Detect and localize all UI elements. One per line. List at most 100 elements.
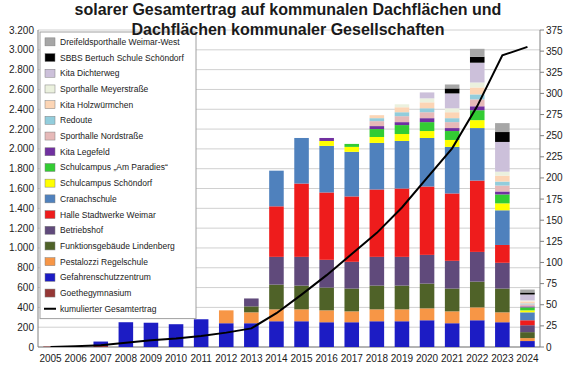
bar-segment	[445, 118, 460, 122]
legend-label: Cranachschule	[60, 194, 117, 204]
y-tick-label: 1.400	[9, 203, 34, 214]
legend: Dreifeldsporthalle Weimar-WestSBBS Bertu…	[40, 32, 196, 319]
bar-segment	[470, 87, 485, 94]
bar-segment	[395, 116, 410, 122]
bar-segment	[344, 143, 359, 144]
bar-segment	[244, 298, 259, 299]
bar-segment	[370, 321, 385, 347]
bar-segment	[119, 322, 134, 323]
legend-swatch	[45, 116, 55, 124]
bar-segment	[244, 298, 259, 299]
bar-segment	[294, 137, 309, 138]
bar-segment	[520, 332, 535, 338]
bar-segment	[144, 322, 159, 323]
x-tick-label: 2010	[165, 353, 188, 364]
bar-segment	[344, 322, 359, 347]
bar-segment	[395, 112, 410, 116]
y-tick-label: 1.800	[9, 163, 34, 174]
bar-segment	[219, 310, 234, 311]
legend-label: Schulcampus Schöndorf	[60, 178, 153, 188]
bar-segment	[219, 310, 234, 311]
bar-segment	[93, 341, 108, 342]
y-tick-label: 400	[17, 302, 34, 313]
bar-segment	[144, 322, 159, 323]
bar-segment	[244, 298, 259, 299]
bar-segment	[93, 341, 108, 342]
x-tick-label: 2015	[290, 353, 313, 364]
y-tick-label: 2.400	[9, 104, 34, 115]
bar-segment	[144, 322, 159, 323]
bar-segment	[144, 323, 159, 347]
bar-segment	[219, 310, 234, 311]
grid-line	[38, 30, 540, 31]
bar-segment	[144, 322, 159, 323]
bar-segment	[395, 104, 410, 105]
bar-segment	[219, 310, 234, 311]
bar-segment	[495, 203, 510, 210]
legend-swatch	[45, 101, 55, 109]
bar-segment	[269, 170, 284, 171]
bar-segment	[470, 57, 485, 63]
bar-segment	[420, 284, 435, 309]
y2-tick-label: 225	[546, 151, 563, 162]
bar-segment	[119, 322, 134, 323]
bar-segment	[445, 112, 460, 118]
bar-segment	[219, 323, 234, 347]
bar-segment	[294, 137, 309, 138]
x-tick-label: 2007	[90, 353, 113, 364]
bar-segment	[294, 184, 309, 257]
bar-segment	[294, 309, 309, 321]
bar-segment	[93, 341, 108, 342]
bar-segment	[370, 189, 385, 256]
y2-tick-label: 100	[546, 257, 563, 268]
legend-swatch	[45, 258, 55, 266]
bar-segment	[420, 112, 435, 118]
bar-segment	[420, 92, 435, 98]
y-tick-label: 1.000	[9, 242, 34, 253]
bar-segment	[395, 107, 410, 112]
bar-segment	[169, 324, 184, 325]
x-tick-label: 2014	[265, 353, 288, 364]
bar-segment	[395, 134, 410, 141]
bar-segment	[119, 322, 134, 323]
bar-segment	[119, 322, 134, 323]
bar-segment	[219, 310, 234, 311]
x-tick-label: 2017	[341, 353, 364, 364]
y2-tick	[540, 135, 544, 136]
bar-segment	[319, 146, 334, 193]
bar-segment	[119, 322, 134, 323]
bar-segment	[269, 206, 284, 257]
bar-segment	[370, 121, 385, 126]
bar-segment	[420, 98, 435, 102]
bar-segment	[93, 341, 108, 342]
bar-segment	[370, 257, 385, 286]
legend-label: SBBS Bertuch Schule Schöndorf	[60, 53, 184, 63]
bar-segment	[470, 49, 485, 57]
legend-swatch	[45, 211, 55, 219]
bar-segment	[244, 323, 259, 347]
bar-segment	[144, 322, 159, 323]
y-tick-label: 2.800	[9, 64, 34, 75]
bar-segment	[219, 310, 234, 311]
bar-segment	[269, 285, 284, 310]
bar-segment	[119, 322, 134, 323]
bar-segment	[319, 137, 334, 138]
legend-label: Betriebshof	[60, 225, 104, 235]
bar-segment	[119, 322, 134, 323]
bar-segment	[344, 262, 359, 289]
bar-segment	[520, 320, 535, 325]
legend-label: kumulierter Gesamtertrag	[60, 304, 157, 314]
bar-segment	[144, 322, 159, 323]
bar-segment	[395, 309, 410, 321]
legend-swatch	[45, 195, 55, 203]
y2-tick	[540, 241, 544, 242]
bar-segment	[445, 261, 460, 289]
bar-segment	[520, 304, 535, 306]
legend-label: Sporthalle Meyerstraße	[60, 84, 149, 94]
bar-segment	[445, 311, 460, 323]
bar-segment	[319, 288, 334, 311]
bar-segment	[169, 324, 184, 325]
bar-segment	[445, 128, 460, 131]
bar-segment	[370, 309, 385, 321]
bar-segment	[495, 191, 510, 194]
